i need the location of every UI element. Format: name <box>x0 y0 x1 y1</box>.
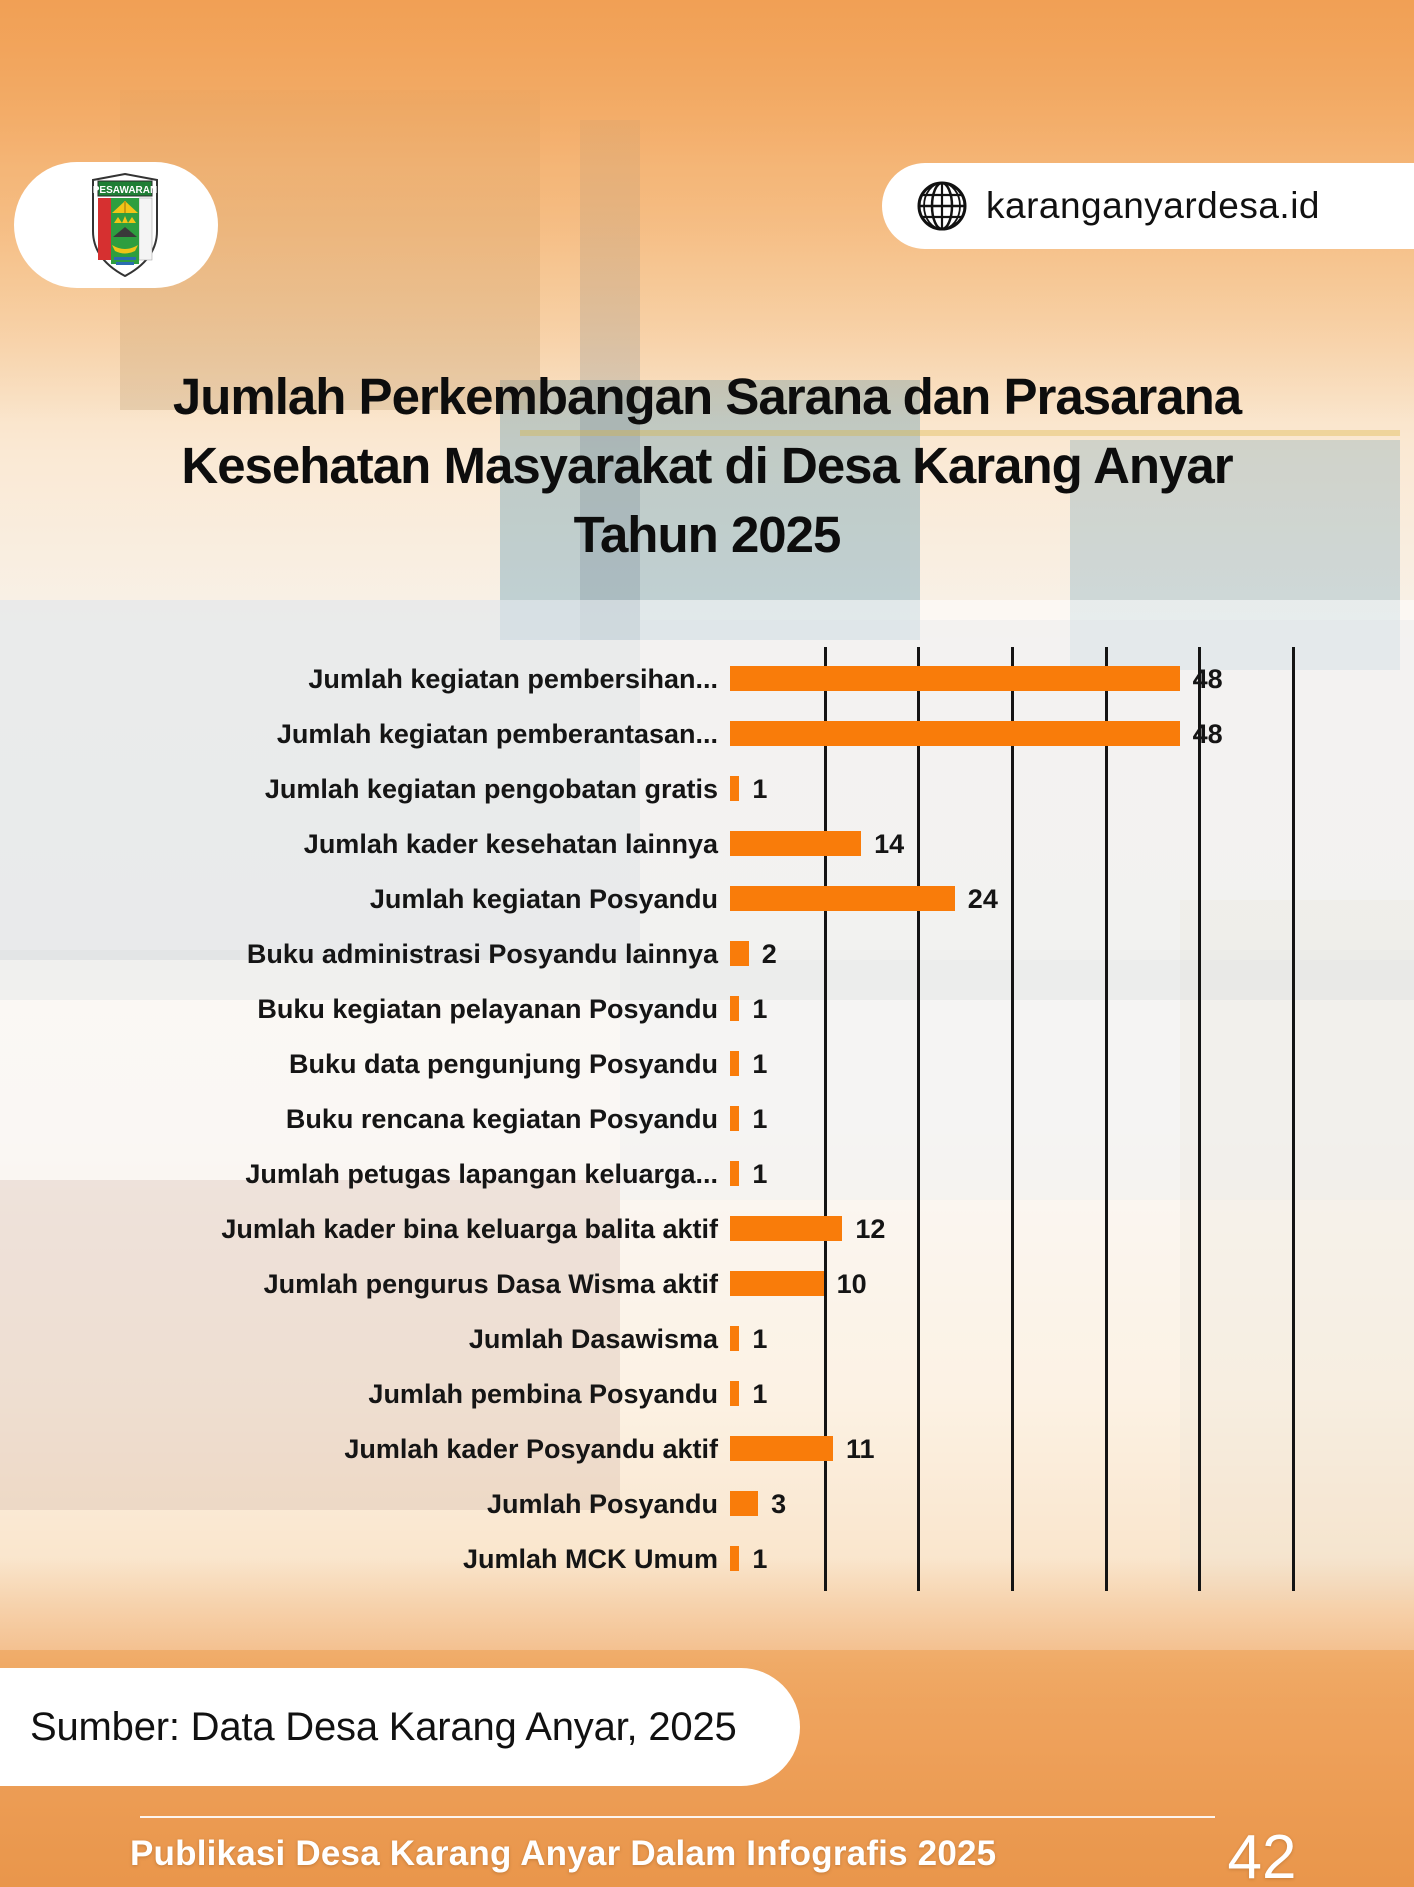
bar-value: 48 <box>1192 719 1223 749</box>
bar-label: Jumlah pembina Posyandu <box>368 1379 718 1409</box>
bar <box>730 1216 843 1241</box>
bar-label: Jumlah pengurus Dasa Wisma aktif <box>263 1269 718 1299</box>
gridline <box>1292 647 1295 1591</box>
logo-badge: PESAWARAN <box>14 162 218 288</box>
footer-divider <box>140 1816 1215 1818</box>
bar-label: Buku kegiatan pelayanan Posyandu <box>257 994 718 1024</box>
gridline <box>1011 647 1014 1591</box>
bar <box>730 666 1180 691</box>
bar <box>730 1491 759 1516</box>
bar-value: 1 <box>752 994 768 1024</box>
page-title: Jumlah Perkembangan Sarana dan Prasarana… <box>0 362 1414 569</box>
bar <box>730 1271 824 1296</box>
source-note-text: Sumber: Data Desa Karang Anyar, 2025 <box>30 1704 737 1749</box>
bar-value: 1 <box>752 1159 768 1189</box>
bar-value: 12 <box>855 1214 886 1244</box>
bar-label: Jumlah Dasawisma <box>468 1324 718 1354</box>
bar-value: 24 <box>967 884 998 914</box>
globe-icon <box>917 181 967 231</box>
gridline <box>1198 647 1202 1591</box>
bar <box>730 996 740 1021</box>
bar-value: 1 <box>752 1544 768 1574</box>
logo-banner-text: PESAWARAN <box>93 185 157 196</box>
bar-label: Buku data pengunjung Posyandu <box>288 1049 718 1079</box>
bar-label: Jumlah MCK Umum <box>462 1544 718 1574</box>
page-title-line-1: Jumlah Perkembangan Sarana dan Prasarana <box>172 368 1242 425</box>
bar-label: Jumlah kader bina keluarga balita aktif <box>221 1214 718 1244</box>
bar-value: 1 <box>752 1324 768 1354</box>
bar <box>730 831 862 856</box>
bar-label: Buku administrasi Posyandu lainnya <box>246 939 718 969</box>
bar-value: 1 <box>752 1049 768 1079</box>
page-number: 42 <box>1227 1823 1297 1887</box>
footer-title: Publikasi Desa Karang Anyar Dalam Infogr… <box>130 1834 997 1873</box>
bar <box>730 1381 740 1406</box>
bar-value: 3 <box>771 1489 787 1519</box>
bar <box>730 1326 740 1351</box>
bar <box>730 941 749 966</box>
bar <box>730 1161 740 1186</box>
bar <box>730 776 740 801</box>
bar-label: Jumlah kegiatan pengobatan gratis <box>264 774 718 804</box>
bar <box>730 886 955 911</box>
gridline <box>823 647 827 1591</box>
bar-label: Jumlah kader kesehatan lainnya <box>303 829 718 859</box>
source-note: Sumber: Data Desa Karang Anyar, 2025 <box>0 1668 800 1786</box>
page-title-line-2: Kesehatan Masyarakat di Desa Karang Anya… <box>181 437 1233 494</box>
bar-label: Jumlah petugas lapangan keluarga... <box>245 1159 718 1189</box>
bar <box>730 1546 740 1571</box>
bar-label: Buku rencana kegiatan Posyandu <box>285 1104 718 1134</box>
bar <box>730 1106 740 1131</box>
gridline <box>917 647 921 1591</box>
website-url: karanganyardesa.id <box>986 185 1320 226</box>
bar-value: 1 <box>752 1104 768 1134</box>
bar <box>730 1436 834 1461</box>
gridline <box>1104 647 1108 1591</box>
bar-label: Jumlah Posyandu <box>486 1489 718 1519</box>
bar-value: 11 <box>846 1434 875 1464</box>
bar-value: 1 <box>752 1379 768 1409</box>
bar-value: 1 <box>752 774 768 804</box>
bar-value: 14 <box>874 829 905 859</box>
bar-value: 48 <box>1192 664 1223 694</box>
bar-label: Jumlah kader Posyandu aktif <box>344 1434 718 1464</box>
chart-backdrop <box>0 600 1414 1650</box>
bar <box>730 1051 740 1076</box>
bar <box>730 721 1180 746</box>
website-badge: karanganyardesa.id <box>882 163 1414 249</box>
bar-label: Jumlah kegiatan pembersihan... <box>308 664 718 694</box>
page-title-line-3: Tahun 2025 <box>573 506 842 563</box>
pesawaran-crest-icon: PESAWARAN <box>92 173 158 277</box>
bar-label: Jumlah kegiatan Posyandu <box>369 884 718 914</box>
bar-value: 10 <box>836 1269 867 1299</box>
bar-label: Jumlah kegiatan pemberantasan... <box>276 719 718 749</box>
bar-value: 2 <box>761 939 777 969</box>
